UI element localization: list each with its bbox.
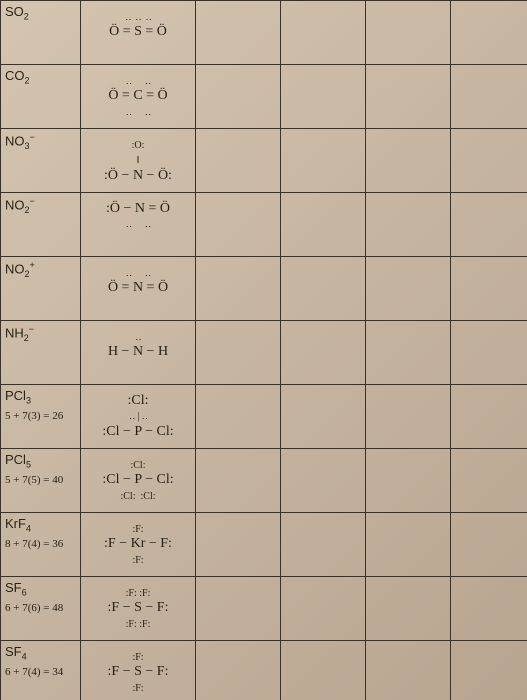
empty-cell: [281, 385, 366, 449]
lewis-structure-cell: ‥H − N − H: [81, 321, 196, 385]
table-row: NO3− :O:‖:Ö − N − Ö:: [1, 129, 527, 193]
electron-count-calc: 8 + 7(4) = 36: [5, 538, 76, 550]
empty-cell: [366, 193, 451, 257]
empty-cell: [196, 449, 281, 513]
lewis-structure-cell: :F::F − Kr − F::F:: [81, 513, 196, 577]
empty-cell: [366, 129, 451, 193]
empty-cell: [366, 1, 451, 65]
empty-cell: [451, 385, 527, 449]
empty-cell: [196, 193, 281, 257]
lewis-structure-cell: ‥ ‥Ö = C = Ö‥ ‥: [81, 65, 196, 129]
empty-cell: [451, 513, 527, 577]
empty-cell: [366, 321, 451, 385]
empty-cell: [451, 193, 527, 257]
empty-cell: [196, 129, 281, 193]
empty-cell: [451, 1, 527, 65]
empty-cell: [281, 257, 366, 321]
lewis-structure-cell: :Cl:‥ | ‥:Cl − P − Cl:: [81, 385, 196, 449]
formula-cell: SO2: [1, 1, 81, 65]
lewis-structure-cell: :F::F − S − F::F:: [81, 641, 196, 700]
table-row: SF66 + 7(6) = 48 :F: :F::F − S − F::F: :F…: [1, 577, 527, 641]
formula-cell: SF4 6 + 7(4) = 34: [1, 641, 81, 700]
lewis-structure-cell: :F: :F::F − S − F::F: :F:: [81, 577, 196, 641]
empty-cell: [451, 321, 527, 385]
lewis-structure-cell: ‥ ‥Ö = N = Ö: [81, 257, 196, 321]
electron-count-calc: 6 + 7(4) = 34: [5, 666, 76, 678]
empty-cell: [451, 65, 527, 129]
formula-cell: PCl5 5 + 7(5) = 40: [1, 449, 81, 513]
lewis-structure-cell: :O:‖:Ö − N − Ö:: [81, 129, 196, 193]
formula-cell: CO2: [1, 65, 81, 129]
empty-cell: [196, 65, 281, 129]
empty-cell: [451, 129, 527, 193]
empty-cell: [281, 321, 366, 385]
table-row: SO2 ‥ ‥ ‥Ö = S = Ö: [1, 1, 527, 65]
empty-cell: [451, 577, 527, 641]
electron-count-calc: 5 + 7(3) = 26: [5, 410, 76, 422]
empty-cell: [366, 257, 451, 321]
molecule-formula: PCl5: [5, 452, 76, 470]
empty-cell: [281, 65, 366, 129]
lewis-table: SO2 ‥ ‥ ‥Ö = S = Ö CO2 ‥ ‥Ö = C = Ö‥ ‥ NO3−:…: [0, 0, 527, 700]
formula-cell: KrF4 8 + 7(4) = 36: [1, 513, 81, 577]
empty-cell: [366, 641, 451, 700]
empty-cell: [196, 513, 281, 577]
lewis-structure-cell: :Ö − N = Ö‥ ‥: [81, 193, 196, 257]
empty-cell: [451, 257, 527, 321]
table-row: KrF48 + 7(4) = 36 :F::F − Kr − F::F:: [1, 513, 527, 577]
lewis-structure-cell: ‥ ‥ ‥Ö = S = Ö: [81, 1, 196, 65]
empty-cell: [281, 513, 366, 577]
molecule-formula: KrF4: [5, 516, 76, 534]
empty-cell: [366, 577, 451, 641]
empty-cell: [451, 641, 527, 700]
table-row: NH2− ‥H − N − H: [1, 321, 527, 385]
molecule-formula: NH2−: [5, 324, 76, 343]
empty-cell: [196, 257, 281, 321]
electron-count-calc: 6 + 7(6) = 48: [5, 602, 76, 614]
empty-cell: [196, 385, 281, 449]
molecule-formula: NO3−: [5, 132, 76, 151]
empty-cell: [196, 577, 281, 641]
empty-cell: [281, 641, 366, 700]
formula-cell: NO2+: [1, 257, 81, 321]
empty-cell: [366, 65, 451, 129]
formula-cell: NO2−: [1, 193, 81, 257]
molecule-formula: CO2: [5, 68, 76, 86]
molecule-formula: SF4: [5, 644, 76, 662]
table-row: NO2+ ‥ ‥Ö = N = Ö: [1, 257, 527, 321]
formula-cell: SF6 6 + 7(6) = 48: [1, 577, 81, 641]
molecule-formula: SO2: [5, 4, 76, 22]
empty-cell: [281, 193, 366, 257]
empty-cell: [196, 641, 281, 700]
molecule-formula: SF6: [5, 580, 76, 598]
formula-cell: NH2−: [1, 321, 81, 385]
empty-cell: [366, 449, 451, 513]
empty-cell: [196, 1, 281, 65]
formula-cell: NO3−: [1, 129, 81, 193]
worksheet-sheet: SO2 ‥ ‥ ‥Ö = S = Ö CO2 ‥ ‥Ö = C = Ö‥ ‥ NO3−:…: [0, 0, 527, 700]
electron-count-calc: 5 + 7(5) = 40: [5, 474, 76, 486]
empty-cell: [281, 1, 366, 65]
table-row: PCl3 5 + 7(3) = 26 :Cl:‥ | ‥:Cl − P − Cl:: [1, 385, 527, 449]
empty-cell: [366, 385, 451, 449]
molecule-formula: PCl3: [5, 388, 76, 406]
empty-cell: [196, 321, 281, 385]
molecule-formula: NO2+: [5, 260, 76, 279]
empty-cell: [451, 449, 527, 513]
formula-cell: PCl3 5 + 7(3) = 26: [1, 385, 81, 449]
empty-cell: [366, 513, 451, 577]
table-row: CO2 ‥ ‥Ö = C = Ö‥ ‥: [1, 65, 527, 129]
empty-cell: [281, 577, 366, 641]
empty-cell: [281, 449, 366, 513]
table-row: PCl55 + 7(5) = 40 :Cl::Cl − P − Cl::Cl: :…: [1, 449, 527, 513]
molecule-formula: NO2−: [5, 196, 76, 215]
empty-cell: [281, 129, 366, 193]
table-row: SF46 + 7(4) = 34 :F::F − S − F::F:: [1, 641, 527, 700]
lewis-structure-cell: :Cl::Cl − P − Cl::Cl: :Cl:: [81, 449, 196, 513]
table-row: NO2− :Ö − N = Ö‥ ‥: [1, 193, 527, 257]
